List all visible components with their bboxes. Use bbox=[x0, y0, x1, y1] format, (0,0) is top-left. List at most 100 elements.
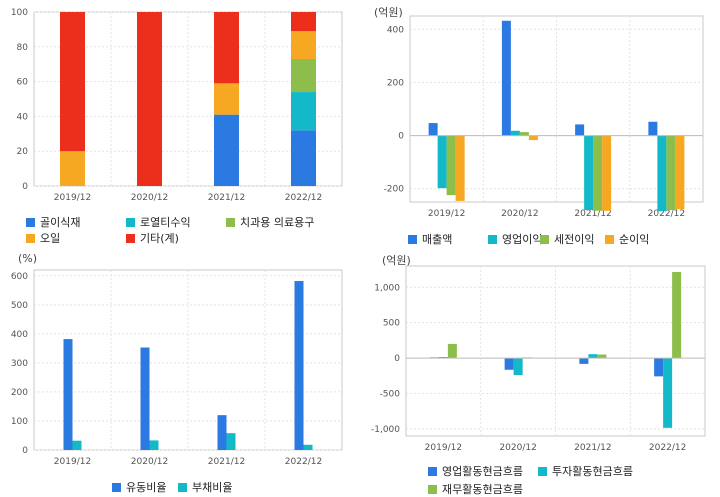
chart-panel-ratios: (%) 0 100 200 300 400 500 600 2019/12 2020/12 202… bbox=[0, 248, 360, 496]
bar bbox=[602, 135, 612, 211]
y-tick-label: -1,000 bbox=[371, 425, 400, 435]
legend-label: 투자활동현금흐름 bbox=[552, 465, 633, 478]
legend-label: 재무활동현금흐름 bbox=[442, 483, 523, 496]
unit-label: (억원) bbox=[382, 254, 411, 267]
legend-swatch bbox=[428, 484, 437, 494]
legend-label: 기타(계) bbox=[140, 232, 179, 245]
bar bbox=[428, 123, 438, 136]
cashflow-chart: -1,000 -500 0 500 1,000 2019/12 2020/12 2021/12… bbox=[371, 265, 706, 453]
bar bbox=[455, 135, 465, 201]
y-tick-label: 20 bbox=[17, 147, 29, 157]
legend-swatch bbox=[488, 234, 497, 244]
legend-swatch bbox=[538, 466, 547, 476]
y-tick-label: 200 bbox=[387, 78, 404, 88]
bar bbox=[510, 130, 520, 136]
bar bbox=[63, 339, 73, 450]
bar bbox=[137, 12, 162, 186]
bar bbox=[303, 444, 313, 450]
y-tick-label: 0 bbox=[22, 446, 28, 456]
bar bbox=[597, 354, 607, 359]
bar bbox=[654, 358, 664, 377]
x-tick-label: 2021/12 bbox=[574, 209, 611, 219]
bar bbox=[657, 135, 667, 212]
x-tick-label: 2019/12 bbox=[54, 193, 91, 203]
bar bbox=[226, 433, 236, 450]
bar bbox=[60, 151, 85, 186]
revenue-mix-chart: 0 20 40 60 80 100 2019/12 2020/12 2021/12 2022/12 bbox=[11, 8, 343, 203]
legend-item: 순이익 bbox=[605, 231, 649, 247]
y-tick-label: 600 bbox=[11, 272, 28, 282]
y-tick-label: 0 bbox=[22, 182, 28, 192]
y-tick-label: 400 bbox=[387, 25, 404, 35]
y-tick-label: -200 bbox=[384, 185, 405, 195]
legend-item: 부채비율 bbox=[178, 479, 232, 495]
chart-panel-cashflow: (억원) -1,000 -500 0 500 1,000 2019/12 2020/12 20… bbox=[360, 248, 720, 496]
unit-label: (억원) bbox=[374, 6, 403, 19]
x-tick-label: 2021/12 bbox=[208, 193, 245, 203]
y-tick-label: 1,000 bbox=[374, 283, 400, 293]
bar bbox=[149, 440, 159, 450]
y-tick-label: 100 bbox=[11, 417, 28, 427]
legend-swatch bbox=[408, 234, 417, 244]
legend-item: 치과용 의료용구 bbox=[226, 214, 314, 230]
unit-label: (%) bbox=[18, 252, 38, 265]
bar bbox=[579, 358, 589, 364]
bar bbox=[214, 114, 239, 186]
income-chart: -200 0 200 400 2019/12 2020/12 2021/12 2022/12 bbox=[384, 15, 704, 219]
x-tick-label: 2020/12 bbox=[499, 443, 536, 453]
legend-swatch bbox=[26, 233, 35, 243]
x-tick-label: 2022/12 bbox=[285, 193, 322, 203]
x-tick-label: 2022/12 bbox=[649, 443, 686, 453]
bar bbox=[291, 130, 316, 186]
legend-label: 오일 bbox=[40, 232, 61, 245]
bar bbox=[528, 135, 538, 141]
bar bbox=[446, 135, 456, 196]
legend-item: 유동비율 bbox=[112, 479, 166, 495]
legend-label: 부채비율 bbox=[192, 481, 233, 494]
x-tick-label: 2019/12 bbox=[428, 209, 465, 219]
legend-label: 치과용 의료용구 bbox=[240, 216, 315, 229]
bar bbox=[501, 20, 511, 136]
y-tick-label: 500 bbox=[383, 319, 400, 329]
legend-swatch bbox=[112, 482, 121, 492]
legend-swatch bbox=[126, 233, 135, 243]
bar bbox=[140, 347, 150, 450]
y-tick-label: 0 bbox=[398, 132, 404, 142]
x-tick-label: 2020/12 bbox=[131, 193, 168, 203]
bar bbox=[291, 12, 316, 32]
legend-label: 영업활동현금흐름 bbox=[442, 465, 523, 478]
y-tick-label: 400 bbox=[11, 330, 28, 340]
x-tick-label: 2020/12 bbox=[131, 457, 168, 467]
legend-label: 세전이익 bbox=[554, 233, 595, 246]
bar bbox=[72, 440, 82, 450]
legend-item: 골이식재 bbox=[26, 214, 80, 230]
bar bbox=[291, 58, 316, 93]
x-tick-label: 2019/12 bbox=[425, 443, 462, 453]
legend-label: 순이익 bbox=[619, 233, 650, 246]
bar bbox=[575, 124, 585, 136]
bar bbox=[663, 358, 673, 428]
legend-swatch bbox=[178, 482, 187, 492]
legend-label: 유동비율 bbox=[126, 481, 167, 494]
legend-item: 영업활동현금흐름 bbox=[428, 463, 523, 479]
legend-swatch bbox=[540, 234, 549, 244]
legend-item: 재무활동현금흐름 bbox=[428, 481, 523, 497]
legend-swatch bbox=[428, 466, 437, 476]
y-tick-label: 500 bbox=[11, 301, 28, 311]
legend-swatch bbox=[226, 217, 235, 227]
legend-swatch bbox=[126, 217, 135, 227]
y-tick-label: 0 bbox=[394, 354, 400, 364]
bar bbox=[504, 358, 514, 370]
bar bbox=[584, 135, 594, 210]
y-tick-label: 300 bbox=[11, 359, 28, 369]
x-tick-label: 2020/12 bbox=[501, 209, 538, 219]
y-tick-label: 60 bbox=[17, 78, 29, 88]
legend-label: 골이식재 bbox=[40, 216, 81, 229]
legend-label: 영업이익 bbox=[502, 233, 543, 246]
bar bbox=[217, 415, 227, 450]
legend-item: 로열티수익 bbox=[126, 214, 191, 230]
bar bbox=[513, 358, 523, 376]
x-tick-label: 2022/12 bbox=[285, 457, 322, 467]
